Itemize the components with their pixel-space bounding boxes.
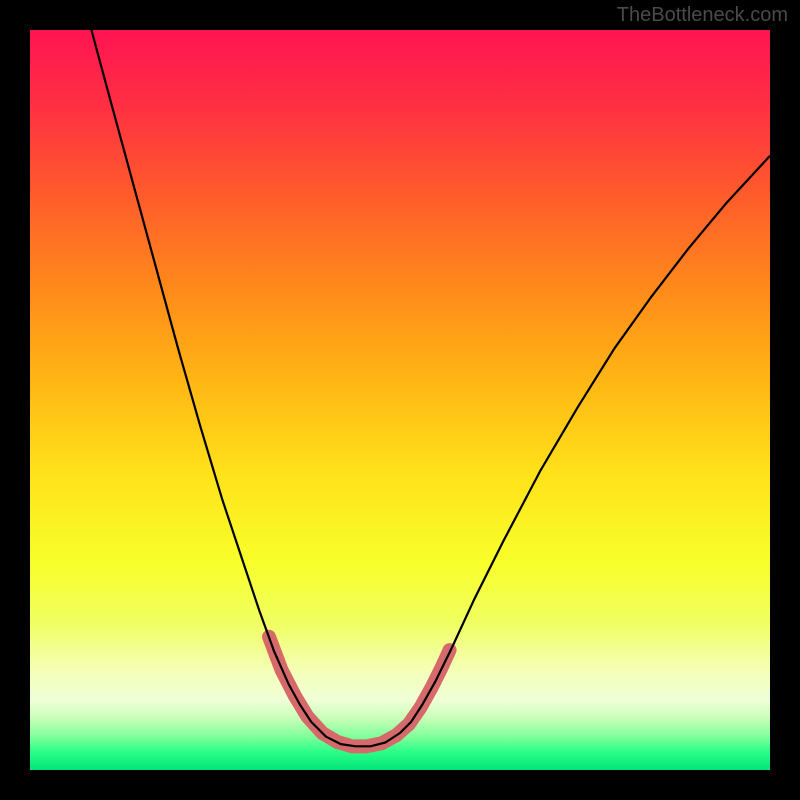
chart-container (30, 30, 770, 770)
gradient-background (30, 30, 770, 770)
watermark-text: TheBottleneck.com (617, 4, 788, 27)
chart-svg (30, 30, 770, 770)
